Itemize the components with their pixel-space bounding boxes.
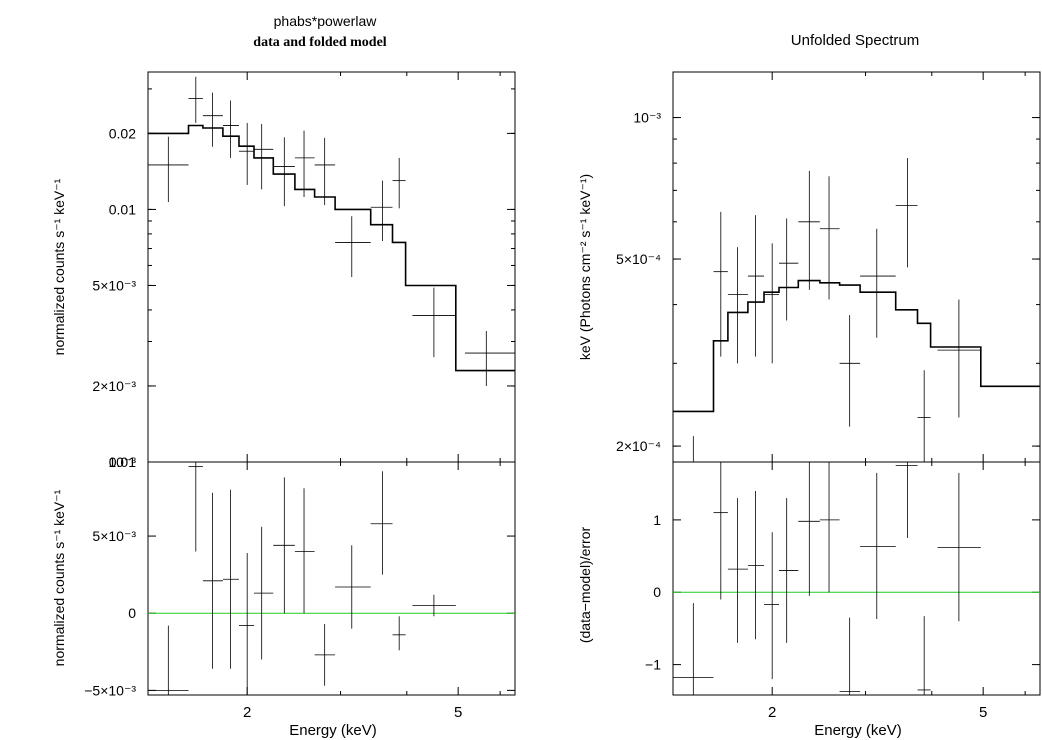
right-top-data-point [917, 370, 931, 462]
right-bottom-data-point [713, 462, 728, 600]
right-top-frame [672, 71, 1041, 463]
left-top-ytick-label: 0.02 [109, 125, 136, 141]
right-top-panel: 10⁻³ 5×10⁻⁴ 2×10⁻⁴ [616, 71, 1041, 463]
right-bottom-data-point [798, 462, 820, 596]
right-bottom-ytick-label: 1 [653, 512, 661, 528]
right-bottom-ytick-label: 0 [653, 584, 661, 600]
right-title: Unfolded Spectrum [791, 32, 919, 49]
right-bottom-ylabel: (data−model)/error [577, 526, 593, 643]
left-top-data-point [253, 123, 274, 190]
left-bottom-data-point [392, 616, 406, 651]
right-bottom-data-point [895, 462, 918, 538]
left-top-data-point [273, 137, 295, 207]
left-top-model-line [148, 124, 515, 372]
right-bottom-frame [672, 461, 1041, 696]
left-bottom-data-point [222, 489, 239, 669]
right-bottom-data-point [763, 532, 779, 680]
left-bottom-panel: 0.01 5×10⁻³ 0 −5×10⁻³ 2 5 [84, 454, 516, 721]
right-top-data-point [895, 158, 918, 268]
left-top-data-point [294, 130, 315, 197]
left-top-ytick-label: 0.01 [109, 201, 136, 217]
left-top-data-point [335, 216, 371, 278]
left-top-data-point [238, 122, 254, 185]
left-bottom-data-point [148, 625, 189, 695]
left-bottom-data-point [202, 492, 223, 669]
right-top-ytick-label: 10⁻³ [633, 110, 661, 126]
left-bottom-frame [147, 461, 516, 696]
right-bottom-data-point [937, 472, 981, 622]
left-bottom-data-point [188, 462, 203, 552]
right-top-data-point [713, 211, 728, 357]
left-bottom-ylabel: normalized counts s⁻¹ keV⁻¹ [51, 489, 67, 666]
right-top-data-point [937, 299, 981, 418]
right-top-data-point [763, 243, 779, 364]
left-xlabel: Energy (keV) [289, 722, 377, 739]
left-bottom-data-point [412, 594, 456, 617]
left-title: phabs*powerlaw [274, 13, 378, 29]
right-top-ytick-label: 5×10⁻⁴ [616, 251, 661, 267]
left-bottom-data-point [335, 545, 371, 629]
left-top-panel: 0.02 0.01 5×10⁻³ 2×10⁻³ 10⁻³ [92, 71, 516, 470]
left-top-ylabel: normalized counts s⁻¹ keV⁻¹ [51, 178, 67, 355]
right-top-ytick-label: 2×10⁻⁴ [616, 438, 661, 454]
left-top-data-point [370, 180, 393, 241]
right-bottom-xtick-label: 2 [768, 704, 776, 721]
right-bottom-data-point [778, 498, 799, 643]
right-bottom-panel: 1 0 −1 2 5 [645, 461, 1041, 721]
left-bottom-xtick-label: 5 [454, 704, 462, 721]
left-top-ytick-label: 5×10⁻³ [92, 277, 136, 293]
left-subtitle: data and folded model [253, 35, 387, 50]
left-bottom-data-point [273, 477, 295, 614]
right-bottom-xtick-label: 5 [979, 704, 987, 721]
right-top-ylabel: keV (Photons cm⁻² s⁻¹ keV⁻¹) [577, 174, 593, 360]
left-bottom-ytick-label: −5×10⁻³ [84, 682, 136, 698]
left-bottom-xtick-label: 2 [243, 704, 251, 721]
left-top-frame [147, 71, 516, 463]
left-chart: phabs*powerlaw data and folded model Ene… [51, 13, 516, 739]
right-bottom-data-point [673, 603, 714, 695]
left-bottom-data-point [253, 526, 274, 660]
left-top-ytick-label: 2×10⁻³ [92, 378, 136, 394]
right-top-data-point [747, 215, 764, 357]
left-top-data-point [392, 157, 406, 209]
left-bottom-ytick-label: 0.01 [109, 454, 136, 470]
left-bottom-data-point [314, 624, 336, 686]
left-bottom-ytick-label: 5×10⁻³ [92, 528, 136, 544]
left-top-data-point [222, 100, 239, 158]
right-bottom-data-point [727, 498, 748, 643]
left-top-data-point [412, 287, 456, 358]
left-top-data-point [148, 136, 189, 202]
left-top-data-point [188, 76, 203, 123]
left-top-ytick-label: 10⁻³ [108, 454, 136, 470]
left-bottom-ytick-label: 0 [128, 605, 136, 621]
right-xlabel: Energy (keV) [814, 722, 902, 739]
right-bottom-data-point [819, 462, 840, 593]
right-bottom-data-point [747, 490, 764, 640]
right-top-data-point [798, 170, 820, 290]
left-bottom-data-point [294, 488, 315, 614]
left-bottom-data-point [370, 471, 393, 575]
right-bottom-data-point [839, 617, 861, 695]
right-top-data-point [819, 176, 840, 300]
left-top-data-point [464, 331, 515, 386]
right-bottom-ytick-label: −1 [645, 657, 661, 673]
left-top-data-point [202, 92, 223, 147]
right-bottom-data-point [917, 616, 931, 695]
right-top-model-line [673, 279, 1040, 413]
right-top-data-point [839, 315, 861, 427]
right-bottom-data-point [860, 472, 896, 620]
right-top-data-point [727, 247, 748, 364]
right-top-data-point [860, 228, 896, 338]
left-top-data-point [314, 137, 336, 206]
left-bottom-data-point [238, 553, 254, 695]
right-chart: Unfolded Spectrum Energy (keV) keV (Phot… [577, 32, 1041, 739]
right-top-data-point [778, 218, 799, 321]
